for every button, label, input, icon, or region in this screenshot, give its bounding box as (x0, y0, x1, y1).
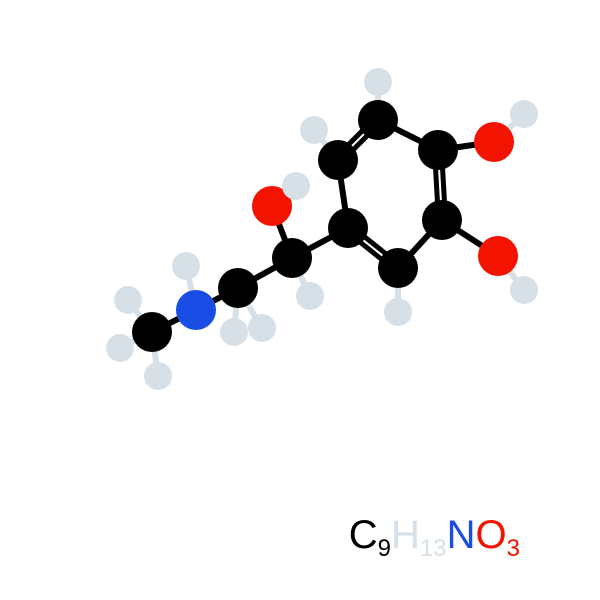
atom-c (132, 312, 172, 352)
atom-h (364, 68, 392, 96)
atom-o (474, 122, 514, 162)
atom-c (218, 268, 258, 308)
molecule-svg (0, 0, 600, 600)
atom-n (176, 290, 216, 330)
atom-h (220, 318, 248, 346)
atom-h (248, 314, 276, 342)
atom-h (282, 172, 310, 200)
formula-segment: N (447, 513, 476, 557)
molecular-formula: C9H13NO3 (349, 513, 520, 558)
molecule-diagram: C9H13NO3 (0, 0, 600, 600)
atom-h (300, 116, 328, 144)
atom-c (418, 130, 458, 170)
atom-h (296, 282, 324, 310)
atom-h (510, 276, 538, 304)
atom-c (378, 248, 418, 288)
atom-c (422, 200, 462, 240)
formula-segment: C (349, 513, 378, 557)
formula-subscript: 3 (507, 535, 520, 562)
atom-h (172, 252, 200, 280)
formula-segment: O (476, 513, 507, 557)
formula-subscript: 13 (420, 535, 447, 562)
atom-h (144, 362, 172, 390)
atom-c (318, 140, 358, 180)
atom-c (358, 100, 398, 140)
atom-h (106, 334, 134, 362)
atom-c (272, 238, 312, 278)
atoms-layer (106, 68, 538, 390)
atom-h (114, 286, 142, 314)
formula-segment: H (391, 513, 420, 557)
atom-h (384, 298, 412, 326)
atom-o (478, 236, 518, 276)
atom-c (328, 208, 368, 248)
formula-subscript: 9 (378, 535, 391, 562)
atom-h (510, 100, 538, 128)
